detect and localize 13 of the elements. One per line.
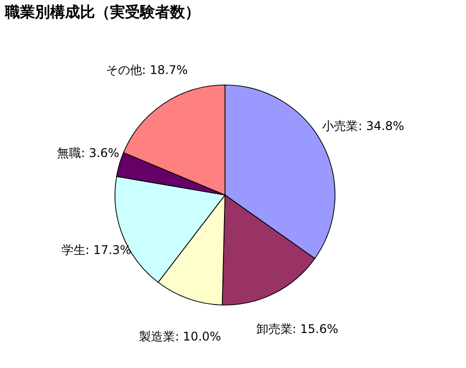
data-label: : 15.6% xyxy=(292,322,338,336)
data-label: : 18.7% xyxy=(142,63,188,78)
chart-title: 職業別構成比（実受験者数） xyxy=(4,3,200,21)
data-label: : 10.0% xyxy=(175,329,222,344)
slice-label: 学生 xyxy=(61,242,86,257)
slice-label: 無職 xyxy=(56,146,81,160)
slice-label: 小売業 xyxy=(322,119,358,134)
data-label: : 34.8% xyxy=(358,119,404,134)
slice-label: 製造業 xyxy=(139,329,176,344)
data-label: : 17.3% xyxy=(85,242,132,257)
slice-label: 卸売業 xyxy=(256,322,292,336)
slice-label: その他 xyxy=(106,63,142,78)
data-label: : 3.6% xyxy=(80,146,120,160)
